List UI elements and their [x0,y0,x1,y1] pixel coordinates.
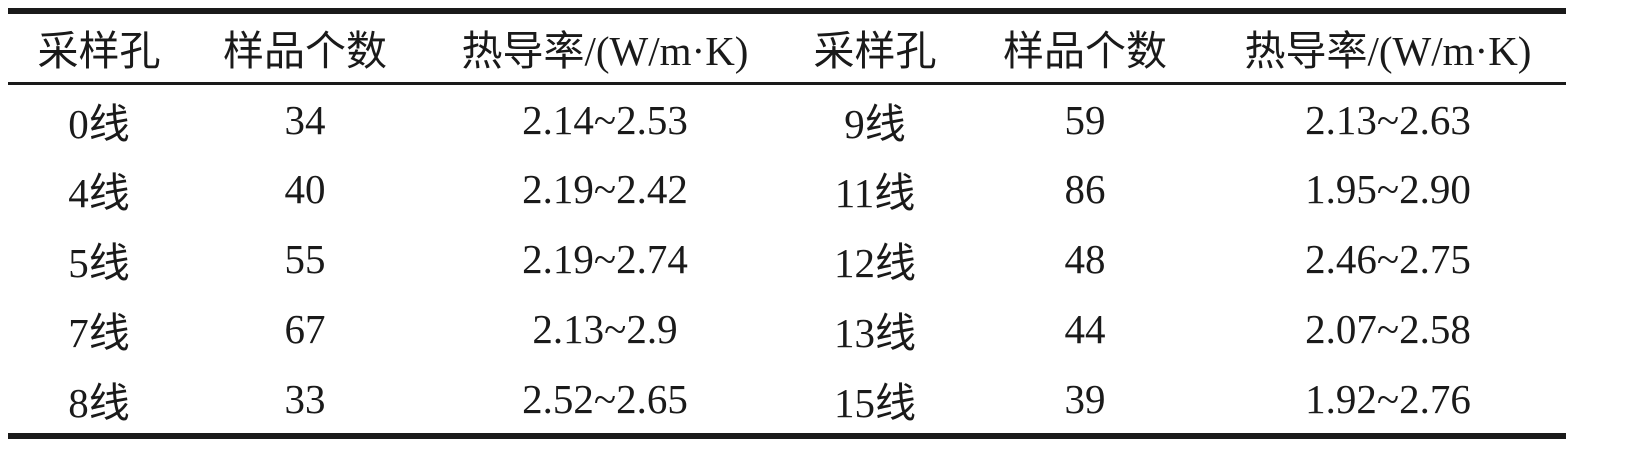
table-row: 5线 55 2.19~2.74 12线 48 2.46~2.75 [8,224,1566,294]
table-row: 4线 40 2.19~2.42 11线 86 1.95~2.90 [8,154,1566,224]
table-cell: 67 [284,306,326,352]
table-header: 采样孔 样品个数 热导率/(W/m·K) 采样孔 样品个数 热导率/(W/m·K… [8,12,1566,82]
header-cell: 热导率/(W/m·K) [461,28,749,74]
table-cell: 1.92~2.76 [1305,376,1471,422]
table-row: 7线 67 2.13~2.9 13线 44 2.07~2.58 [8,294,1566,364]
table-cell: 9线 [844,101,906,147]
table-row: 0线 34 2.14~2.53 9线 59 2.13~2.63 [8,85,1566,155]
header-cell: 样品个数 [1003,28,1167,74]
table-cell: 2.19~2.74 [522,236,688,282]
table-cell: 34 [284,97,326,143]
table-row: 8线 33 2.52~2.65 15线 39 1.92~2.76 [8,364,1566,434]
header-cell: 采样孔 [37,28,161,74]
table-cell: 39 [1064,376,1106,422]
bottom-rule [8,433,1566,439]
table-cell: 33 [284,376,326,422]
table-cell: 2.13~2.63 [1305,97,1471,143]
table-cell: 15线 [834,380,916,426]
table-cell: 7线 [68,310,130,356]
header-cell: 采样孔 [813,28,937,74]
table-cell: 5线 [68,240,130,286]
table-cell: 2.46~2.75 [1305,236,1471,282]
table-cell: 48 [1064,236,1106,282]
table-cell: 44 [1064,306,1106,352]
table-cell: 2.07~2.58 [1305,306,1471,352]
table-cell: 55 [284,236,326,282]
table-cell: 40 [284,166,326,212]
table-cell: 59 [1064,97,1106,143]
header-cell: 热导率/(W/m·K) [1244,28,1532,74]
table-cell: 13线 [834,310,916,356]
header-rule [8,82,1566,85]
table-cell: 2.19~2.42 [522,166,688,212]
table-cell: 12线 [834,240,916,286]
table-cell: 11线 [834,170,916,216]
table-cell: 4线 [68,170,130,216]
table-cell: 2.13~2.9 [532,306,678,352]
header-cell: 样品个数 [223,28,387,74]
top-rule [8,8,1566,14]
table-cell: 2.14~2.53 [522,97,688,143]
table-cell: 2.52~2.65 [522,376,688,422]
table-cell: 8线 [68,380,130,426]
table-cell: 0线 [68,101,130,147]
table-cell: 86 [1064,166,1106,212]
table-cell: 1.95~2.90 [1305,166,1471,212]
